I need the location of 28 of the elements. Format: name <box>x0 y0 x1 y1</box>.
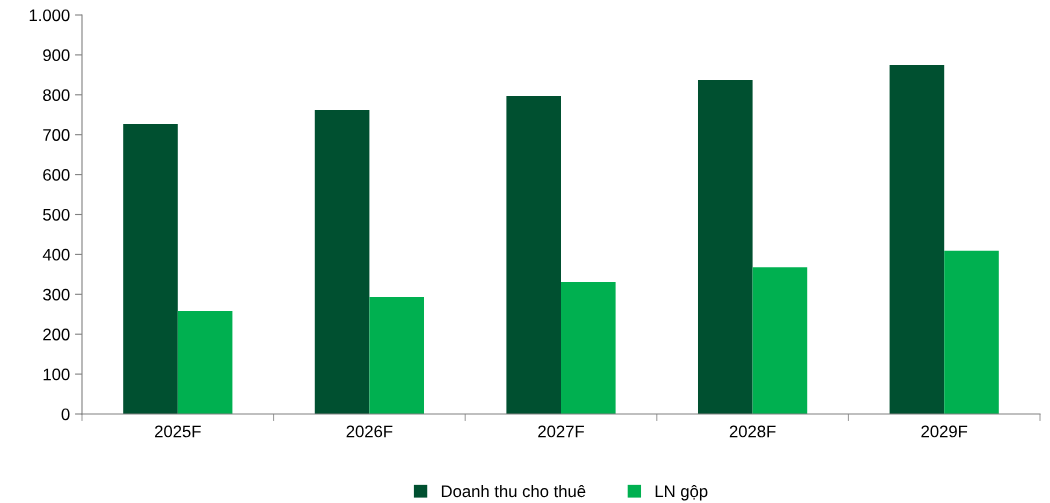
legend-label: LN gộp <box>655 484 708 501</box>
bar <box>752 267 808 414</box>
y-tick-label: 900 <box>43 49 70 62</box>
y-tick-label: 700 <box>43 129 70 141</box>
x-tick-label: 2027F <box>538 425 584 438</box>
bar <box>369 297 425 414</box>
x-tick-label: 2026F <box>346 425 393 438</box>
bar <box>506 96 561 414</box>
x-tick-label: 2025F <box>155 425 201 438</box>
x-tick-label: 2029F <box>921 425 968 438</box>
y-tick-label: 0 <box>61 408 70 421</box>
legend-label: Doanh thu cho thuê <box>441 484 586 498</box>
y-tick-label: 1.000 <box>29 9 70 22</box>
y-tick-label: 300 <box>43 288 70 301</box>
y-tick-label: 200 <box>43 328 70 341</box>
bar <box>177 311 233 414</box>
y-tick-label: 600 <box>43 169 70 181</box>
y-tick-label: 100 <box>43 368 70 381</box>
y-tick-label: 400 <box>42 248 70 261</box>
bar <box>944 250 999 414</box>
y-tick-label: 800 <box>43 89 70 101</box>
bar <box>889 64 945 414</box>
bar <box>561 281 616 414</box>
bar <box>314 109 370 414</box>
bar <box>123 123 178 414</box>
x-tick-label: 2028F <box>729 425 776 438</box>
y-tick-label: 500 <box>43 208 70 221</box>
bar <box>697 80 753 414</box>
